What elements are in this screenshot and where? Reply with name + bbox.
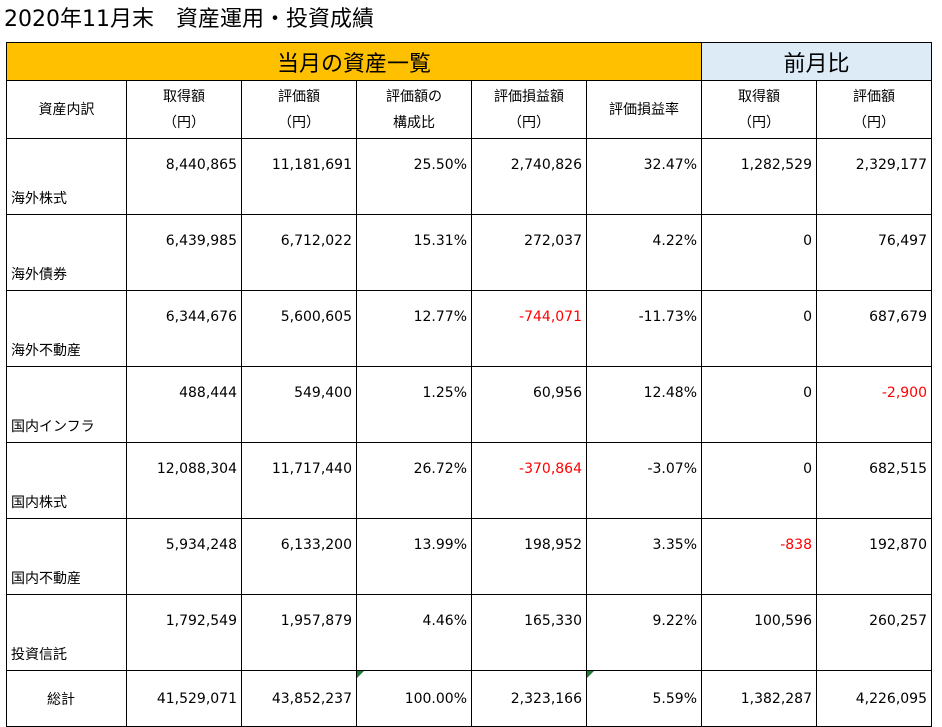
cell-ratio: 1.25%: [356, 366, 472, 443]
cell-gain: -744,071: [471, 290, 587, 367]
cell-gain: 2,740,826: [471, 138, 587, 215]
column-header-row: 資産内訳 取得額 （円） 評価額 （円） 評価額の 構成比 評価損益額 （円） 評価損益…: [6, 80, 932, 139]
cell-value: 6,133,200: [241, 518, 357, 595]
cell-value: 6,712,022: [241, 214, 357, 291]
cell-ratio: 15.31%: [356, 214, 472, 291]
cell-prev-cost: 0: [701, 442, 817, 519]
cell-gain-rate: 5.59%: [586, 670, 702, 727]
cell-gain-rate: 32.47%: [586, 138, 702, 215]
cell-prev-cost: 1,382,287: [701, 670, 817, 727]
cell-value: 549,400: [241, 366, 357, 443]
total-row: 総計 41,529,071 43,852,237 100.00% 2,323,166 5.…: [6, 670, 932, 727]
header-gain-rate: 評価損益率: [586, 80, 702, 139]
cell-gain-rate: 12.48%: [586, 366, 702, 443]
table-row: 国内インフラ 488,444 549,400 1.25% 60,956 12.48% 0 -2…: [6, 366, 932, 443]
cell-gain-rate: -3.07%: [586, 442, 702, 519]
header-prev-value: 評価額 （円）: [816, 80, 932, 139]
cell-prev-cost: 100,596: [701, 594, 817, 671]
header-gain: 評価損益額 （円）: [471, 80, 587, 139]
cell-value: 1,957,879: [241, 594, 357, 671]
asset-table: 当月の資産一覧 前月比 資産内訳 取得額 （円） 評価額 （円） 評価額の 構成比 評…: [6, 42, 932, 727]
error-indicator-icon: [357, 671, 364, 678]
page-title: 2020年11月末 資産運用・投資成績: [4, 7, 374, 32]
asset-category-cell: 総計: [6, 670, 127, 727]
header-ratio: 評価額の 構成比: [356, 80, 472, 139]
cell-prev-cost: -838: [701, 518, 817, 595]
cell-gain: 272,037: [471, 214, 587, 291]
cell-gain-rate: 4.22%: [586, 214, 702, 291]
cell-prev-cost: 0: [701, 290, 817, 367]
cell-value: 11,181,691: [241, 138, 357, 215]
cell-prev-cost: 1,282,529: [701, 138, 817, 215]
previous-month-header: 前月比: [701, 42, 932, 81]
asset-category-cell: 国内株式: [6, 442, 127, 519]
cell-gain-rate: -11.73%: [586, 290, 702, 367]
table-row: 国内不動産 5,934,248 6,133,200 13.99% 198,952 3.35…: [6, 518, 932, 595]
cell-cost: 41,529,071: [126, 670, 242, 727]
cell-value: 5,600,605: [241, 290, 357, 367]
current-month-header: 当月の資産一覧: [6, 42, 702, 81]
cell-ratio: 25.50%: [356, 138, 472, 215]
header-prev-cost: 取得額 （円）: [701, 80, 817, 139]
cell-value: 43,852,237: [241, 670, 357, 727]
cell-cost: 6,439,985: [126, 214, 242, 291]
error-indicator-icon: [587, 671, 594, 678]
asset-category-cell: 海外株式: [6, 138, 127, 215]
cell-cost: 1,792,549: [126, 594, 242, 671]
cell-ratio: 26.72%: [356, 442, 472, 519]
cell-cost: 6,344,676: [126, 290, 242, 367]
cell-cost: 488,444: [126, 366, 242, 443]
cell-ratio: 100.00%: [356, 670, 472, 727]
cell-gain: 2,323,166: [471, 670, 587, 727]
asset-category-cell: 海外不動産: [6, 290, 127, 367]
asset-category-cell: 国内インフラ: [6, 366, 127, 443]
header-category: 資産内訳: [6, 80, 127, 139]
cell-prev-value: -2,900: [816, 366, 932, 443]
cell-prev-value: 687,679: [816, 290, 932, 367]
cell-prev-value: 260,257: [816, 594, 932, 671]
table-row: 投資信託 1,792,549 1,957,879 4.46% 165,330 9.22% 1…: [6, 594, 932, 671]
cell-gain: 165,330: [471, 594, 587, 671]
table-row: 海外株式 8,440,865 11,181,691 25.50% 2,740,826 32…: [6, 138, 932, 215]
cell-ratio: 4.46%: [356, 594, 472, 671]
cell-prev-value: 76,497: [816, 214, 932, 291]
cell-gain: 60,956: [471, 366, 587, 443]
cell-gain-rate: 3.35%: [586, 518, 702, 595]
header-value: 評価額 （円）: [241, 80, 357, 139]
cell-value: 11,717,440: [241, 442, 357, 519]
table-row: 国内株式 12,088,304 11,717,440 26.72% -370,864 -3…: [6, 442, 932, 519]
cell-prev-cost: 0: [701, 366, 817, 443]
table-row: 海外債券 6,439,985 6,712,022 15.31% 272,037 4.22%…: [6, 214, 932, 291]
section-header-row: 当月の資産一覧 前月比: [6, 42, 932, 81]
cell-cost: 5,934,248: [126, 518, 242, 595]
asset-category-cell: 国内不動産: [6, 518, 127, 595]
cell-gain: 198,952: [471, 518, 587, 595]
cell-prev-value: 682,515: [816, 442, 932, 519]
cell-prev-cost: 0: [701, 214, 817, 291]
cell-ratio: 12.77%: [356, 290, 472, 367]
cell-prev-value: 2,329,177: [816, 138, 932, 215]
cell-ratio: 13.99%: [356, 518, 472, 595]
cell-prev-value: 4,226,095: [816, 670, 932, 727]
header-cost: 取得額 （円）: [126, 80, 242, 139]
cell-gain: -370,864: [471, 442, 587, 519]
cell-prev-value: 192,870: [816, 518, 932, 595]
cell-cost: 12,088,304: [126, 442, 242, 519]
cell-cost: 8,440,865: [126, 138, 242, 215]
asset-category-cell: 投資信託: [6, 594, 127, 671]
cell-gain-rate: 9.22%: [586, 594, 702, 671]
asset-category-cell: 海外債券: [6, 214, 127, 291]
table-row: 海外不動産 6,344,676 5,600,605 12.77% -744,071 -11…: [6, 290, 932, 367]
